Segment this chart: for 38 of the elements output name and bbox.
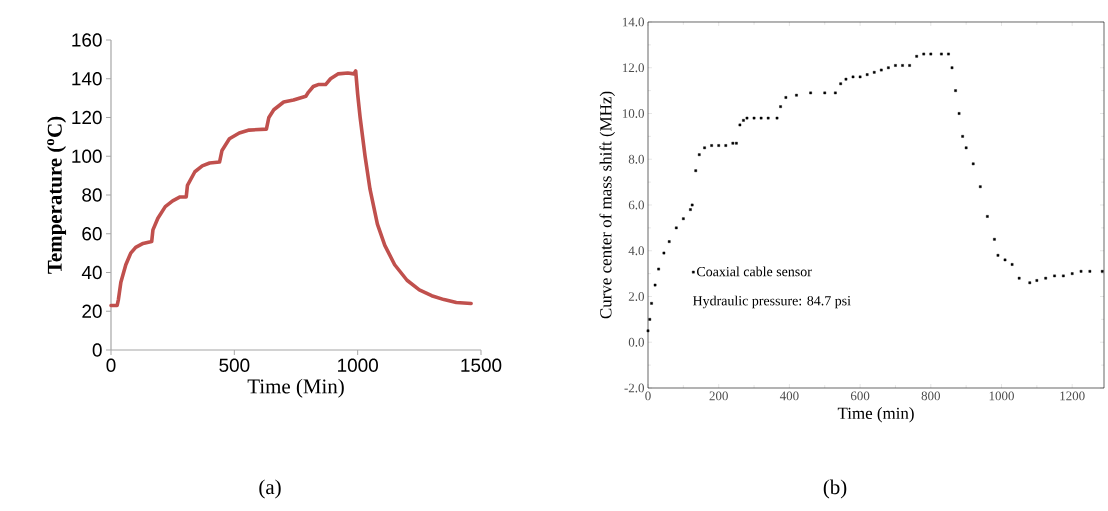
y-axis-title: Temperature ($^{o}$C): [47, 116, 67, 274]
x-tick-label: 200: [709, 391, 728, 401]
y-tick-label: 0.0: [628, 337, 644, 347]
x-tick-label: 0: [645, 391, 651, 401]
y-tick-label: 100: [72, 149, 102, 163]
legend-label: Coaxial cable sensor: [697, 266, 812, 277]
text: (a): [259, 479, 281, 499]
y-tick-label: 8.0: [628, 154, 644, 164]
y-tick-label: 0: [92, 343, 102, 357]
y-tick-label: -2.0: [624, 383, 644, 393]
y-tick-label: 2.0: [628, 292, 644, 301]
x-tick-label: 500: [219, 358, 250, 372]
x-tick-label: 400: [779, 391, 799, 401]
y-tick-label: 120: [72, 110, 102, 125]
x-tick-label: 1500: [461, 358, 502, 372]
line-series: [109, 69, 473, 308]
y-tick-label: 40: [81, 265, 102, 280]
y-tick-label: 140: [72, 72, 102, 86]
x-axis-title: Time (min): [837, 407, 914, 423]
x-tick-label: 1000: [338, 358, 378, 372]
y-tick-label: 4.0: [628, 246, 644, 256]
annotation: Hydraulic pressure: 84.7 psi: [692, 295, 851, 309]
y-tick-label: 10.0: [622, 109, 644, 118]
y-axis-title: Curve center of mass shift (MHz): [599, 91, 615, 319]
y-tick-label: 60: [82, 227, 102, 241]
y-tick-label: 80: [82, 188, 102, 202]
x-tick-label: 0: [106, 358, 116, 372]
x-axis-title: Time (Min): [247, 378, 344, 398]
y-tick-label: 6.0: [628, 200, 644, 210]
x-tick-label: 600: [850, 391, 870, 401]
x-tick-label: 800: [921, 391, 941, 401]
text: (b): [823, 479, 847, 499]
y-tick-label: 14.0: [622, 17, 644, 27]
x-tick-label: 1000: [989, 391, 1014, 401]
y-tick-label: 20: [82, 304, 102, 318]
y-tick-label: 160: [72, 33, 102, 47]
y-tick-label: 12.0: [622, 63, 644, 73]
x-tick-label: 1200: [1060, 391, 1085, 401]
